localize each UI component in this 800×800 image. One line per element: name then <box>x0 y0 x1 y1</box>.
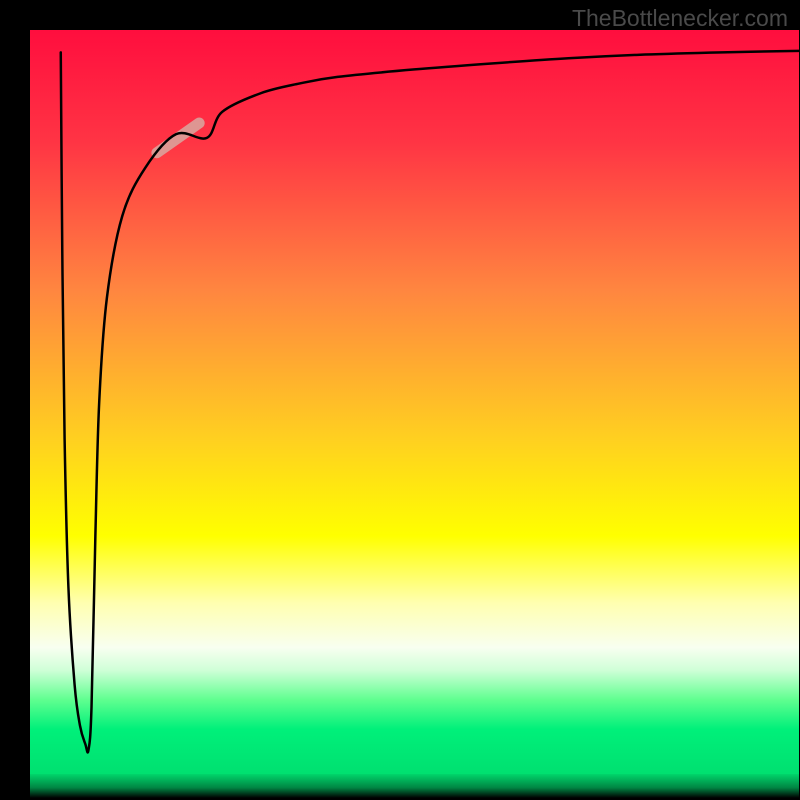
bottleneck-chart <box>0 0 800 800</box>
plot-area <box>30 30 799 774</box>
chart-container: TheBottlenecker.com <box>0 0 800 800</box>
watermark-text: TheBottlenecker.com <box>572 5 788 32</box>
